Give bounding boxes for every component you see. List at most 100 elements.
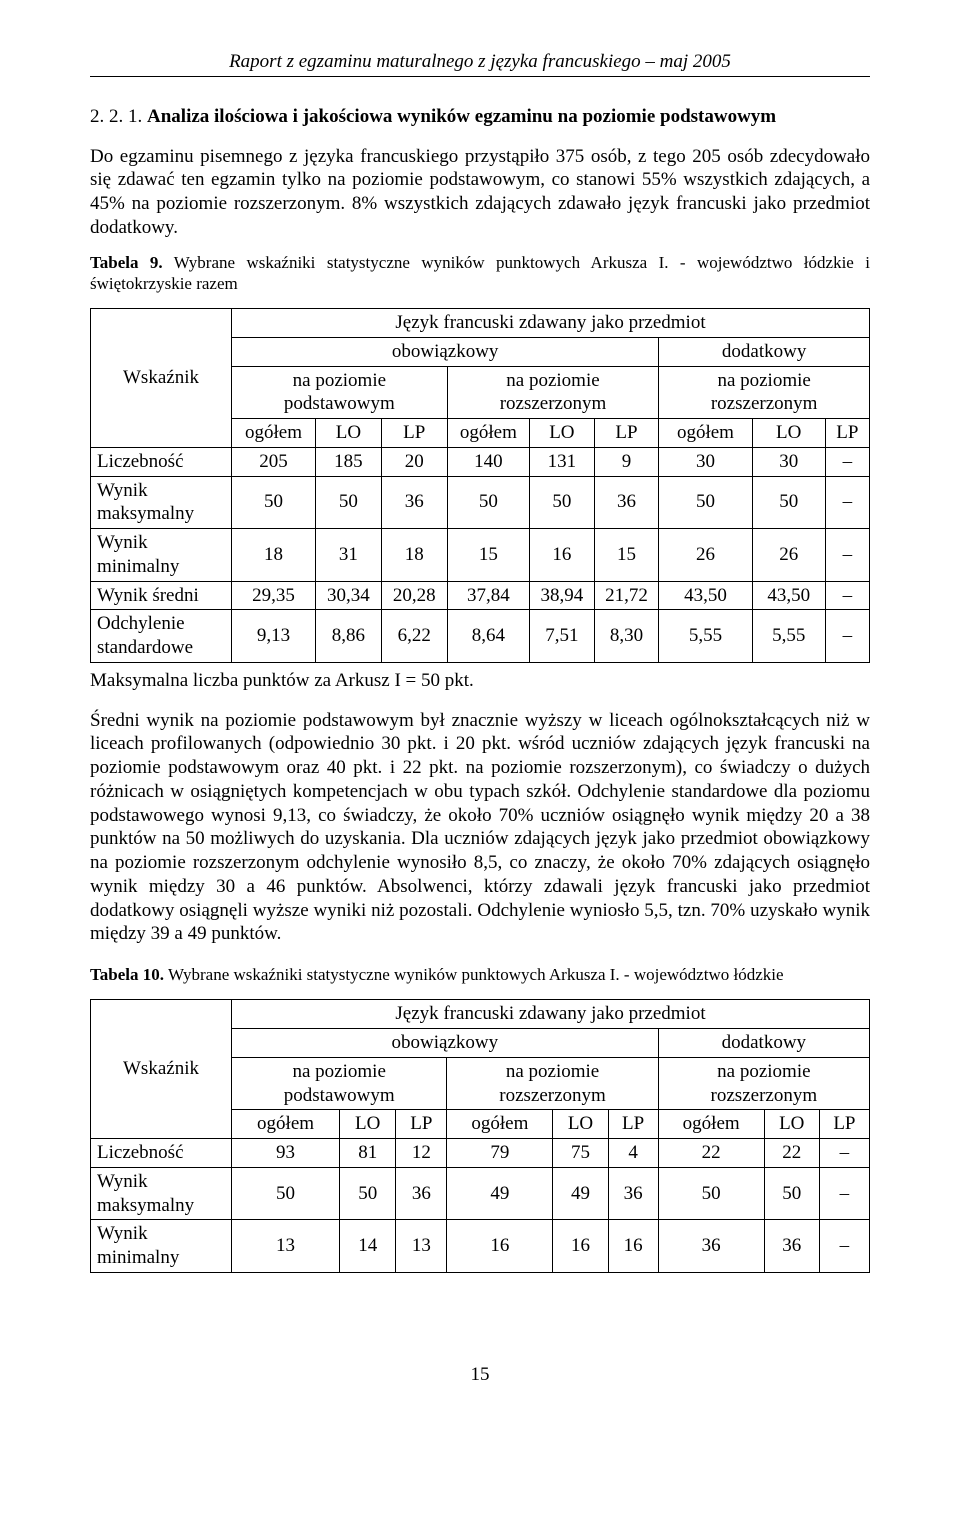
cell: – bbox=[825, 610, 869, 663]
cell: 93 bbox=[232, 1139, 340, 1168]
row-label: Wynik maksymalny bbox=[91, 1167, 232, 1220]
cell: 14 bbox=[340, 1220, 396, 1273]
cell: 18 bbox=[381, 529, 447, 582]
table-row: Wynik minimalny 13 14 13 16 16 16 36 36 … bbox=[91, 1220, 870, 1273]
col-rozsz1: na poziomie rozszerzonym bbox=[447, 1057, 658, 1110]
cell: 36 bbox=[594, 476, 659, 529]
cell: 81 bbox=[340, 1139, 396, 1168]
col-ogolem: ogółem bbox=[232, 1110, 340, 1139]
col-lo: LO bbox=[315, 419, 381, 448]
cell: 140 bbox=[447, 447, 529, 476]
section-number: 2. 2. 1. bbox=[90, 106, 147, 127]
cell: 16 bbox=[608, 1220, 658, 1273]
cell: 9 bbox=[594, 447, 659, 476]
cell: 50 bbox=[764, 1167, 819, 1220]
col-ogolem: ogółem bbox=[232, 419, 316, 448]
cell: 7,51 bbox=[530, 610, 595, 663]
cell: 50 bbox=[232, 476, 316, 529]
col-ogolem: ogółem bbox=[658, 1110, 764, 1139]
cell: 31 bbox=[315, 529, 381, 582]
cell: 50 bbox=[315, 476, 381, 529]
table-row: Odchylenie standardowe 9,13 8,86 6,22 8,… bbox=[91, 610, 870, 663]
cell: – bbox=[825, 447, 869, 476]
cell: – bbox=[825, 581, 869, 610]
section-title: Analiza ilościowa i jakościowa wyników e… bbox=[147, 106, 776, 127]
row-label: Liczebność bbox=[91, 447, 232, 476]
cell: 50 bbox=[232, 1167, 340, 1220]
section-heading: 2. 2. 1. Analiza ilościowa i jakościowa … bbox=[90, 105, 870, 129]
analysis-paragraph: Średni wynik na poziomie podstawowym był… bbox=[90, 709, 870, 947]
cell: – bbox=[825, 529, 869, 582]
col-rozsz2: na poziomie rozszerzonym bbox=[659, 366, 870, 419]
table10: Wskaźnik Język francuski zdawany jako pr… bbox=[90, 999, 870, 1273]
row-label: Wynik średni bbox=[91, 581, 232, 610]
col-ogolem: ogółem bbox=[659, 419, 752, 448]
cell: 5,55 bbox=[659, 610, 752, 663]
cell: 26 bbox=[752, 529, 825, 582]
cell: 20 bbox=[381, 447, 447, 476]
table-row: Wynik minimalny 18 31 18 15 16 15 26 26 … bbox=[91, 529, 870, 582]
cell: 36 bbox=[396, 1167, 447, 1220]
cell: 37,84 bbox=[447, 581, 529, 610]
table10-caption: Tabela 10. Wybrane wskaźniki statystyczn… bbox=[90, 964, 870, 985]
col-dodat: dodatkowy bbox=[659, 337, 870, 366]
cell: 26 bbox=[659, 529, 752, 582]
table-row: Wynik maksymalny 50 50 36 50 50 36 50 50… bbox=[91, 476, 870, 529]
col-lo: LO bbox=[764, 1110, 819, 1139]
cell: 9,13 bbox=[232, 610, 316, 663]
cell: 185 bbox=[315, 447, 381, 476]
cell: 43,50 bbox=[752, 581, 825, 610]
col-rozsz1: na poziomie rozszerzonym bbox=[447, 366, 659, 419]
col-ogolem: ogółem bbox=[447, 1110, 553, 1139]
cell: 12 bbox=[396, 1139, 447, 1168]
col-overall: Język francuski zdawany jako przedmiot bbox=[232, 309, 870, 338]
max-points-note: Maksymalna liczba punktów za Arkusz I = … bbox=[90, 669, 870, 693]
row-label: Wynik minimalny bbox=[91, 529, 232, 582]
cell: 20,28 bbox=[381, 581, 447, 610]
cell: 30 bbox=[752, 447, 825, 476]
cell: 16 bbox=[530, 529, 595, 582]
cell: 29,35 bbox=[232, 581, 316, 610]
cell: 38,94 bbox=[530, 581, 595, 610]
cell: 36 bbox=[608, 1167, 658, 1220]
cell: 16 bbox=[447, 1220, 553, 1273]
row-label: Odchylenie standardowe bbox=[91, 610, 232, 663]
table-row: Wynik średni 29,35 30,34 20,28 37,84 38,… bbox=[91, 581, 870, 610]
cell: – bbox=[819, 1220, 869, 1273]
cell: 75 bbox=[553, 1139, 608, 1168]
cell: 22 bbox=[658, 1139, 764, 1168]
table-row: Liczebność 93 81 12 79 75 4 22 22 – bbox=[91, 1139, 870, 1168]
cell: 13 bbox=[232, 1220, 340, 1273]
cell: 50 bbox=[340, 1167, 396, 1220]
col-obow: obowiązkowy bbox=[232, 1029, 659, 1058]
cell: 18 bbox=[232, 529, 316, 582]
cell: 22 bbox=[764, 1139, 819, 1168]
cell: 16 bbox=[553, 1220, 608, 1273]
col-podst: na poziomie podstawowym bbox=[232, 366, 448, 419]
cell: 8,30 bbox=[594, 610, 659, 663]
col-lp: LP bbox=[381, 419, 447, 448]
cell: 21,72 bbox=[594, 581, 659, 610]
cell: 6,22 bbox=[381, 610, 447, 663]
cell: 50 bbox=[447, 476, 529, 529]
cell: 4 bbox=[608, 1139, 658, 1168]
col-dodat: dodatkowy bbox=[658, 1029, 869, 1058]
cell: 43,50 bbox=[659, 581, 752, 610]
cell: 15 bbox=[594, 529, 659, 582]
row-label: Liczebność bbox=[91, 1139, 232, 1168]
cell: – bbox=[825, 476, 869, 529]
cell: 50 bbox=[659, 476, 752, 529]
row-label: Wynik minimalny bbox=[91, 1220, 232, 1273]
cell: 131 bbox=[530, 447, 595, 476]
table10-caption-rest: Wybrane wskaźniki statystyczne wyników p… bbox=[164, 965, 784, 984]
table9-caption-rest: Wybrane wskaźniki statystyczne wyników p… bbox=[90, 253, 870, 293]
cell: – bbox=[819, 1139, 869, 1168]
col-podst: na poziomie podstawowym bbox=[232, 1057, 447, 1110]
cell: 50 bbox=[658, 1167, 764, 1220]
col-obow: obowiązkowy bbox=[232, 337, 659, 366]
cell: 8,64 bbox=[447, 610, 529, 663]
cell: 36 bbox=[764, 1220, 819, 1273]
cell: 30 bbox=[659, 447, 752, 476]
cell: 50 bbox=[752, 476, 825, 529]
col-rozsz2: na poziomie rozszerzonym bbox=[658, 1057, 869, 1110]
